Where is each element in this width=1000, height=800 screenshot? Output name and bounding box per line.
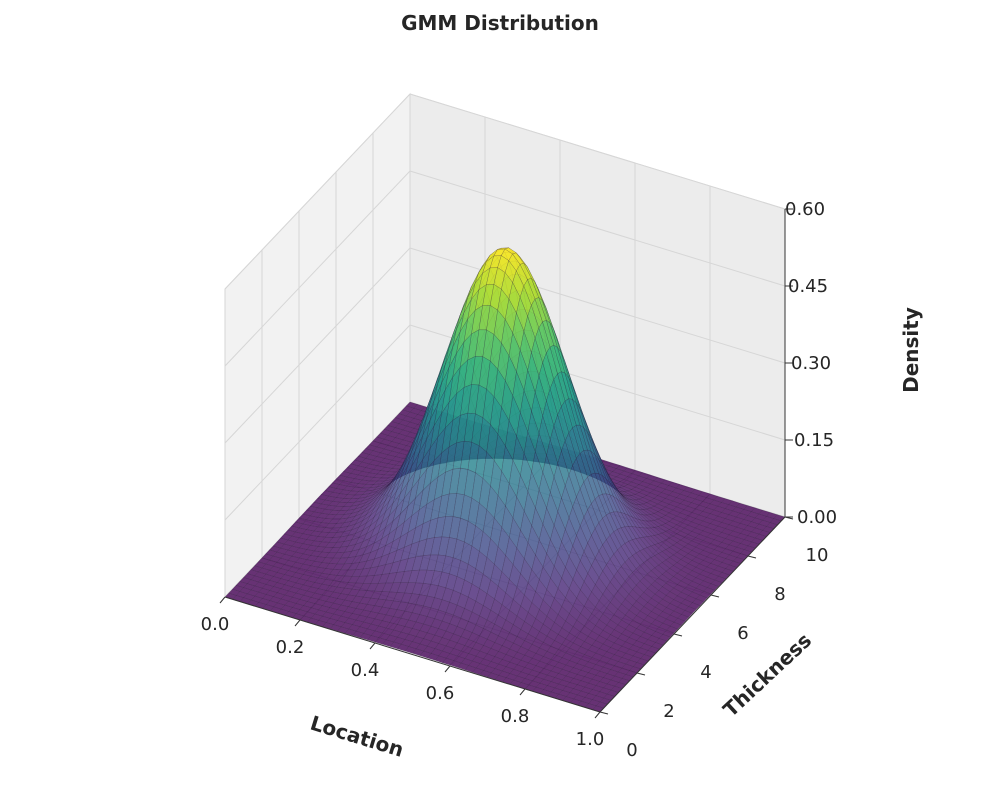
chart-title: GMM Distribution: [401, 11, 599, 35]
x-tick-mark: [444, 665, 451, 673]
surface-patch: [658, 634, 671, 642]
z-tick-label: 0.60: [785, 199, 825, 220]
x-tick-mark: [294, 619, 301, 627]
y-tick-mark: [636, 672, 646, 676]
y-tick-label: 6: [737, 623, 748, 644]
x-tick-label: 0.4: [351, 660, 380, 681]
left-gridline-z: [224, 247, 411, 444]
x-axis-line: [224, 596, 601, 713]
x-tick-mark: [519, 688, 526, 696]
z-tick-label: 0.15: [794, 430, 834, 451]
tick-labels: 0.0 0.2 0.4 0.6 0.8 1.0 0 2 4 6 8 10 0.00 0.15 0.30 0.4…: [201, 199, 837, 761]
y-tick-mark: [747, 555, 757, 559]
back-gridline-z: [409, 93, 786, 210]
y-tick-label: 10: [806, 545, 829, 566]
back-gridline-z: [409, 247, 786, 364]
z-tick-label: 0.30: [791, 353, 831, 374]
x-tick-mark: [594, 711, 601, 719]
z-tick-label: 0.00: [797, 507, 837, 528]
y-tick-mark: [710, 594, 720, 598]
z-tick-label: 0.45: [788, 276, 828, 297]
x-tick-label: 0.0: [201, 614, 230, 635]
x-tick-label: 1.0: [576, 729, 605, 750]
z-axis-label: Density: [899, 307, 923, 393]
y-tick-label: 0: [626, 740, 637, 761]
back-gridline-z: [409, 170, 786, 287]
y-tick-label: 4: [700, 662, 711, 683]
surface-patch: [662, 629, 675, 638]
surface-patch: [703, 587, 716, 595]
y-axis-label: Thickness: [718, 628, 816, 722]
y-tick-mark: [673, 633, 683, 637]
y-tick-mark: [599, 711, 609, 715]
left-gridline-z: [224, 93, 411, 290]
axes: [219, 208, 794, 719]
surface-patch: [669, 621, 682, 630]
x-tick-label: 0.2: [276, 637, 305, 658]
left-gridline-z: [224, 324, 411, 521]
density-surface: [224, 247, 786, 713]
surface-patch: [706, 583, 719, 591]
left-gridline-z: [224, 170, 411, 367]
surface-patch: [673, 617, 686, 626]
x-tick-mark: [219, 596, 226, 604]
y-axis-line: [599, 516, 786, 713]
surface-patch: [666, 625, 679, 634]
x-tick-label: 0.6: [426, 683, 455, 704]
y-tick-label: 8: [774, 584, 785, 605]
x-tick-mark: [369, 642, 376, 650]
y-tick-label: 2: [663, 701, 674, 722]
surface-patch: [684, 606, 697, 614]
x-axis-label: Location: [308, 711, 407, 762]
x-tick-label: 0.8: [501, 706, 530, 727]
